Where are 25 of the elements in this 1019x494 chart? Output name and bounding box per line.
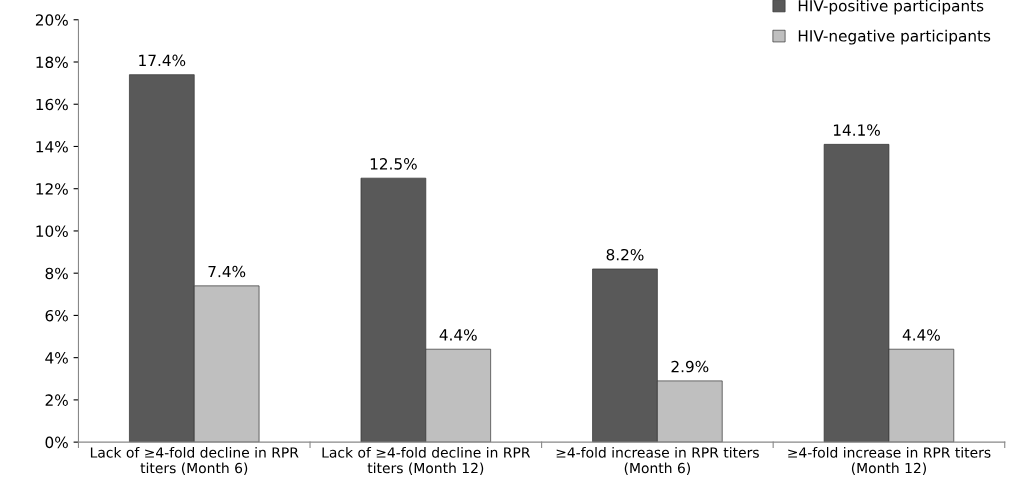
data-label: 7.4% <box>208 265 246 278</box>
data-label: 4.4% <box>439 329 477 341</box>
y-tick-label: 10% <box>36 225 68 237</box>
data-label: 14.1% <box>833 124 880 136</box>
y-tick-label: 14% <box>36 140 68 153</box>
data-label: 12.5% <box>370 158 417 170</box>
legend-label: HIV-positive participants <box>798 0 984 15</box>
data-label: 17.4% <box>139 54 186 67</box>
x-tick-label: ≥4-fold increase in RPR titers (Month 12) <box>788 446 991 475</box>
y-tick-label: 8% <box>45 267 68 280</box>
x-tick-label: ≥4-fold increase in RPR titers (Month 6) <box>556 446 759 475</box>
y-tick-label: 4% <box>45 352 68 364</box>
y-tick-label: 0% <box>45 436 68 449</box>
y-tick-label: 12% <box>36 183 68 195</box>
legend-label: HIV-negative participants <box>798 29 991 45</box>
y-tick-label: 16% <box>36 98 68 111</box>
y-tick-label: 6% <box>45 309 68 322</box>
x-tick-label: Lack of ≥4-fold decline in RPR titers (Month 6) <box>90 446 299 475</box>
data-label: 8.2% <box>606 248 644 261</box>
data-label: 4.4% <box>902 329 940 341</box>
x-tick-label: Lack of ≥4-fold decline in RPR titers (Month 12) <box>322 446 531 475</box>
data-label: 2.9% <box>671 360 709 373</box>
y-tick-label: 2% <box>45 394 68 406</box>
y-tick-label: 18% <box>36 56 68 69</box>
y-tick-label: 20% <box>35 14 68 26</box>
